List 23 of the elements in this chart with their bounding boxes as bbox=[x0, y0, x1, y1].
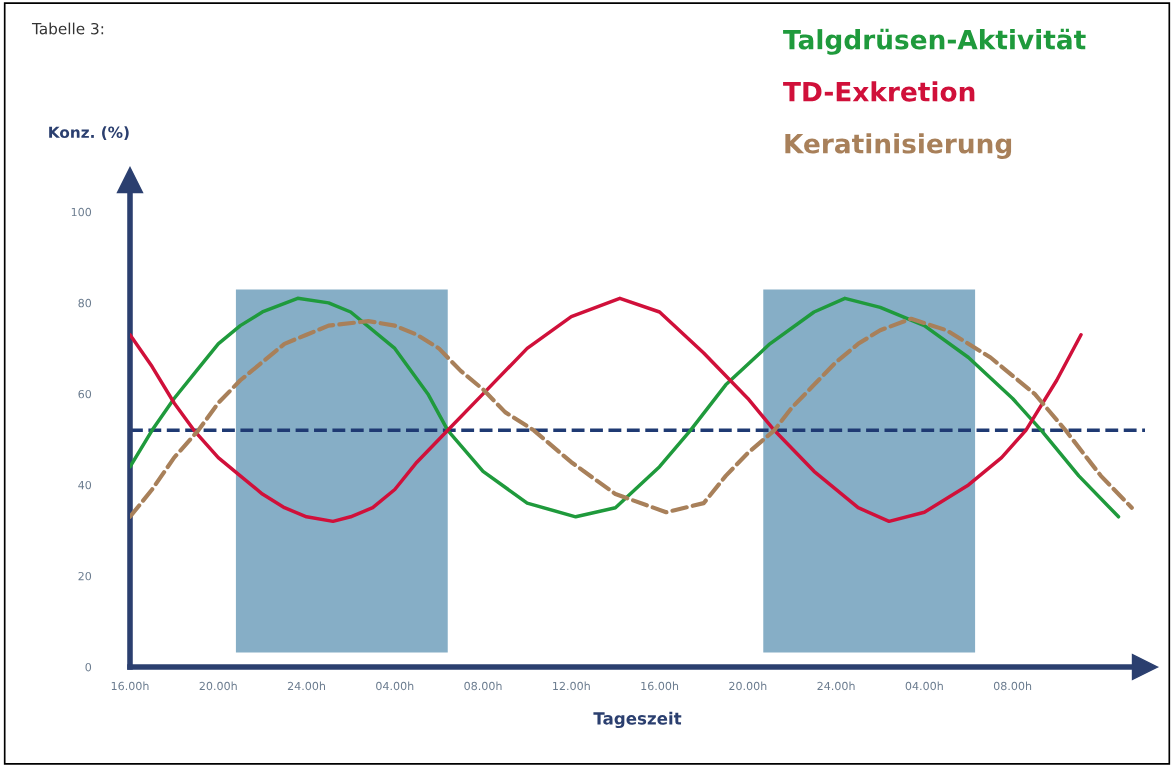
x-tick-label: 20.00h bbox=[199, 681, 237, 691]
y-tick-label: 60 bbox=[78, 389, 92, 399]
text: TD-Exkretion bbox=[783, 81, 975, 102]
x-tick-label: 16.00h bbox=[641, 681, 679, 691]
x-tick-label: 04.00h bbox=[376, 681, 414, 691]
y-tick-label: 40 bbox=[78, 480, 92, 490]
x-axis-title: Tageszeit bbox=[593, 711, 682, 729]
x-tick-label: 04.00h bbox=[905, 681, 943, 691]
y-tick-label: 0 bbox=[85, 662, 92, 672]
y-tick-label: 20 bbox=[78, 571, 92, 581]
x-tick-label: 08.00h bbox=[993, 681, 1032, 691]
x-tick-label: 08.00h bbox=[464, 681, 502, 691]
text: Keratinisierung bbox=[785, 133, 1012, 159]
x-tick-label: 24.00h bbox=[817, 681, 855, 691]
x-tick-label: 20.00h bbox=[729, 681, 767, 691]
text: Talgdrüsen-Aktivität bbox=[783, 28, 1086, 55]
x-tick-label: 24.00h bbox=[287, 681, 325, 691]
x-tick-label: 16.00h bbox=[111, 681, 149, 691]
y-tick-label: 80 bbox=[78, 298, 92, 308]
text: Tabelle 3: bbox=[31, 22, 104, 35]
y-axis-title: Konz. (%) bbox=[49, 126, 129, 140]
y-tick-label: 100 bbox=[71, 207, 92, 217]
x-tick-label: 12.00h bbox=[553, 681, 590, 691]
